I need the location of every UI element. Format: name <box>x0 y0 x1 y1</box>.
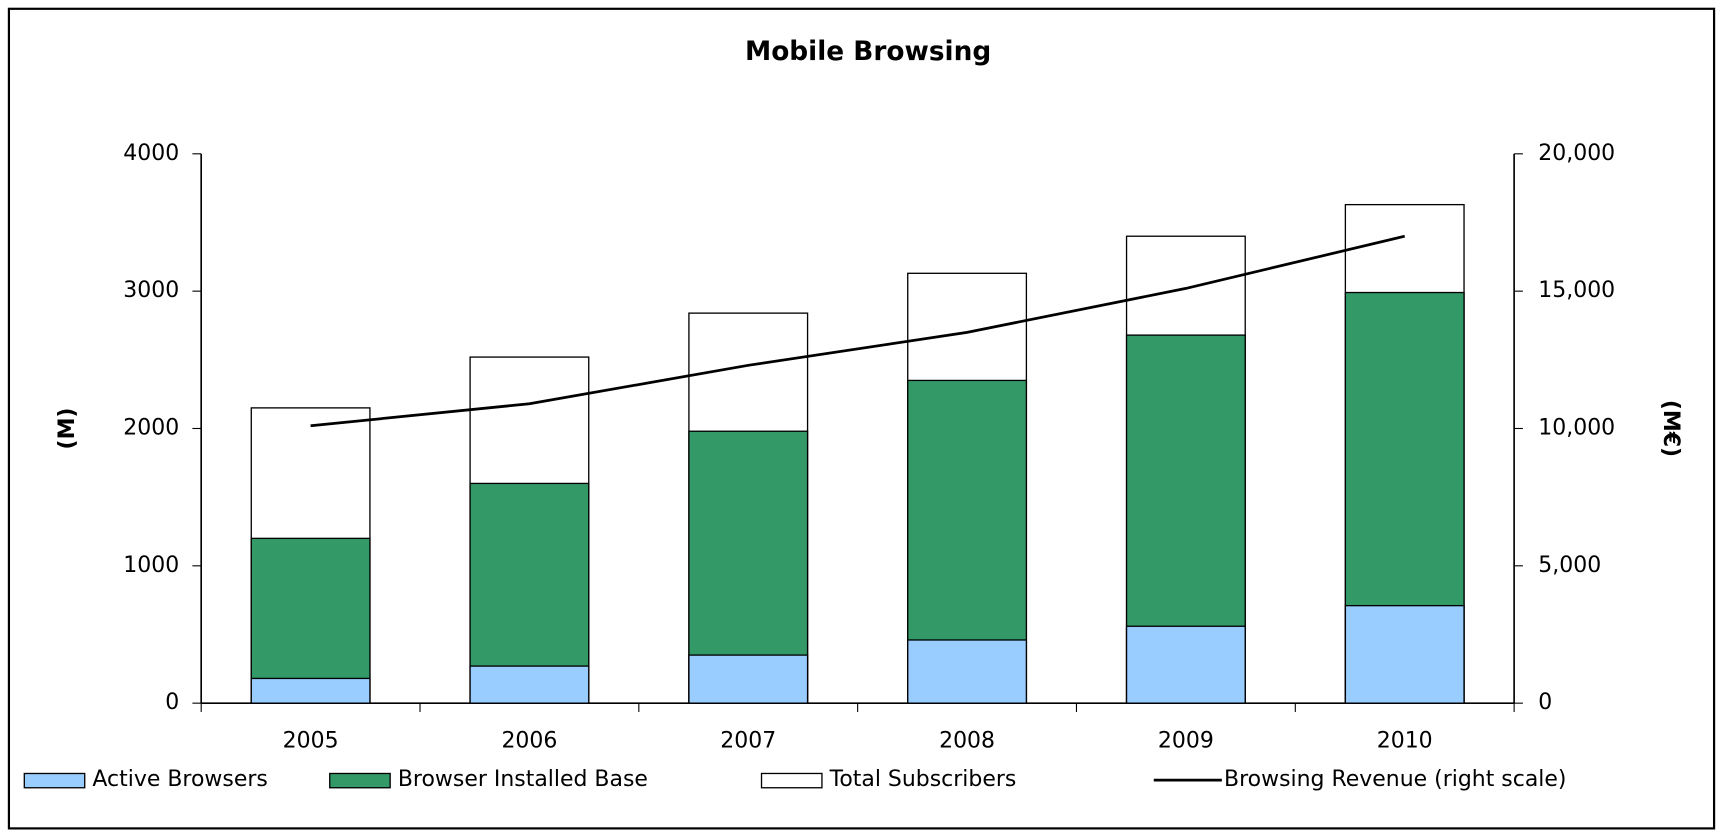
y2-axis-label: (M€) <box>1658 400 1683 457</box>
y-tick-label: 2000 <box>123 415 179 440</box>
y2-tick-label: 5,000 <box>1538 553 1601 578</box>
legend-label: Total Subscribers <box>829 767 1017 792</box>
x-tick-label: 2009 <box>1158 729 1214 754</box>
x-tick-label: 2006 <box>501 729 557 754</box>
legend-swatch <box>329 772 391 789</box>
x-tick-label: 2005 <box>283 729 339 754</box>
bar <box>688 654 809 704</box>
y2-tick-label: 15,000 <box>1538 278 1615 303</box>
chart-title: Mobile Browsing <box>745 37 991 67</box>
y-tick-label: 1000 <box>123 553 179 578</box>
legend-label: Active Browsers <box>92 767 267 792</box>
bar <box>469 665 590 704</box>
y-axis-label: (M) <box>55 408 80 450</box>
line <box>310 234 1406 428</box>
bar <box>250 537 371 704</box>
x-tick-label: 2010 <box>1377 729 1433 754</box>
x-tick-label: 2008 <box>939 729 995 754</box>
y-tick-label: 0 <box>165 690 179 715</box>
y2-tick-label: 10,000 <box>1538 415 1615 440</box>
legend-label: Browsing Revenue (right scale) <box>1224 767 1566 792</box>
y2-tick-label: 20,000 <box>1538 141 1615 166</box>
legend-label: Browser Installed Base <box>398 767 648 792</box>
y-tick-label: 3000 <box>123 278 179 303</box>
legend-swatch <box>760 772 823 789</box>
bar <box>907 639 1028 704</box>
bar <box>250 677 371 704</box>
y-tick-label: 4000 <box>123 141 179 166</box>
y2-tick-label: 0 <box>1538 690 1552 715</box>
x-tick-label: 2007 <box>720 729 776 754</box>
bar <box>1125 625 1246 704</box>
bar <box>1344 604 1465 704</box>
legend-swatch <box>23 772 86 789</box>
